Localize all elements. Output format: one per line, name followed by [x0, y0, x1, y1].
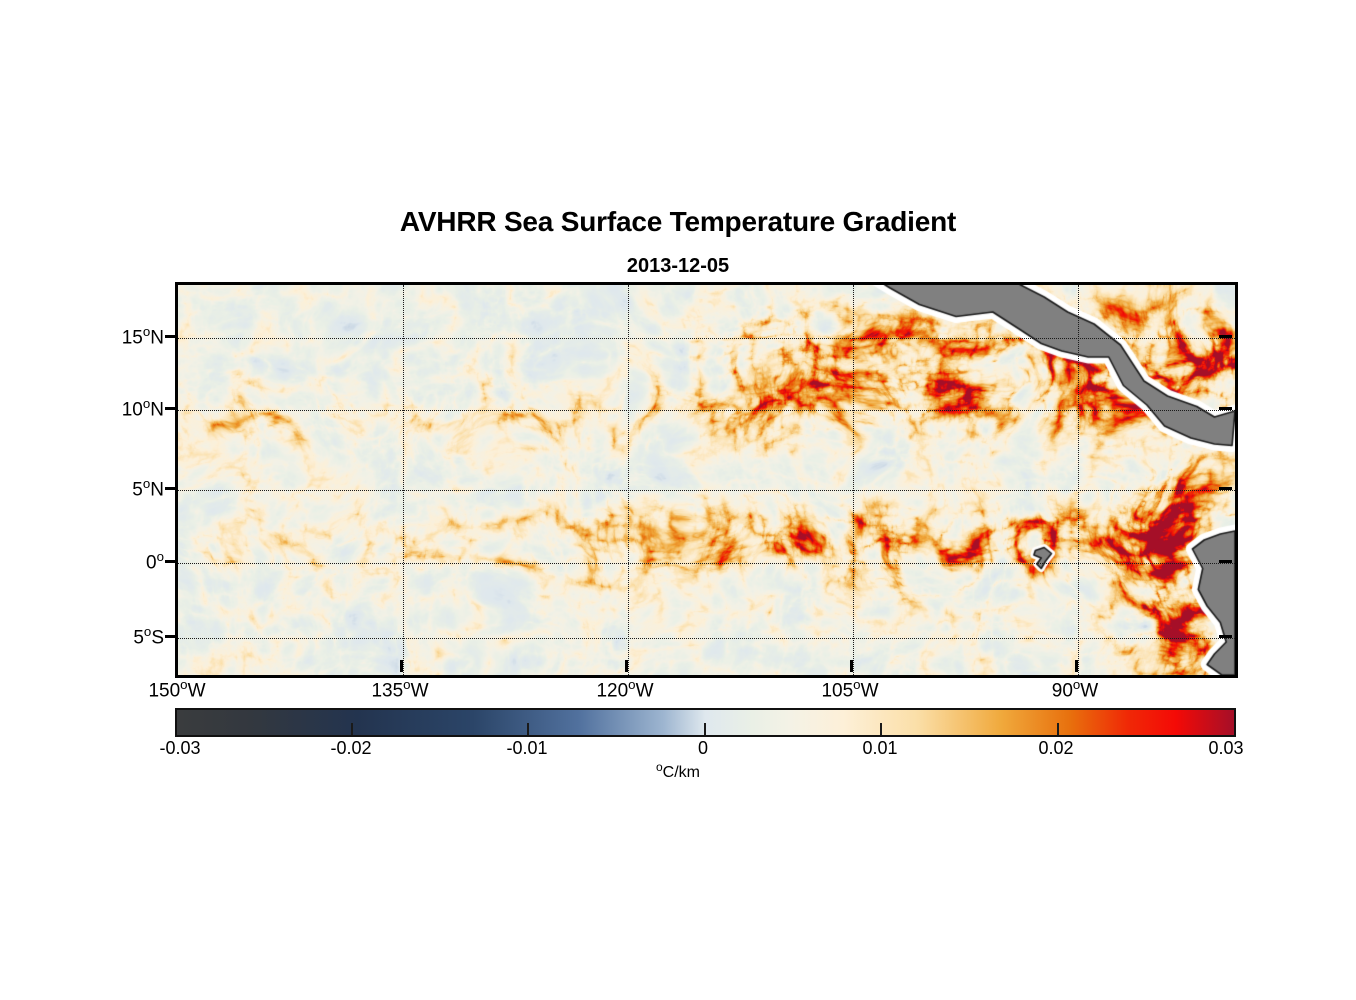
colorbar-tick-0.02	[1057, 723, 1059, 735]
ytick-right-5s	[1219, 635, 1232, 638]
xtick-label-150w: 150oW	[148, 677, 206, 702]
xtick-mark-120w	[625, 660, 628, 672]
ytick-label-15n: 15oN	[121, 324, 164, 349]
xtick-mark-135w	[400, 660, 403, 672]
colorbar-label-0.01: 0.01	[862, 738, 898, 758]
colorbar-label--0.02: -0.02	[330, 738, 372, 758]
ytick-label-10n: 10oN	[121, 396, 164, 421]
colorbar-label-0.02: 0.02	[1038, 738, 1074, 758]
xtick-label-120w: 120oW	[596, 677, 654, 702]
colorbar-label--0.03: -0.03	[159, 738, 201, 758]
ytick-right-0	[1219, 560, 1232, 563]
ytick-mark-10n	[165, 407, 178, 410]
xtick-label-135w: 135oW	[371, 677, 429, 702]
sst-gradient-heatmap	[178, 285, 1235, 675]
colorbar-units-label: oC/km	[655, 760, 700, 781]
ytick-right-5n	[1219, 487, 1232, 490]
ytick-label-0: 0o	[146, 549, 164, 574]
page-title: AVHRR Sea Surface Temperature Gradient	[399, 206, 957, 237]
ytick-label-5n: 5oN	[132, 476, 164, 501]
colorbar-tick-0	[704, 723, 706, 735]
xtick-mark-105w	[850, 660, 853, 672]
xtick-label-90w: 90oW	[1051, 677, 1099, 702]
ytick-mark-5n	[165, 487, 178, 490]
map-plot-area	[175, 282, 1238, 678]
ytick-mark-5s	[165, 635, 178, 638]
colorbar-label-0: 0	[697, 738, 709, 758]
colorbar-tick--0.02	[351, 723, 353, 735]
colorbar	[175, 708, 1236, 737]
xtick-mark-90w	[1075, 660, 1078, 672]
ytick-mark-0	[165, 560, 178, 563]
ytick-right-10n	[1219, 407, 1232, 410]
xtick-label-105w: 105oW	[821, 677, 879, 702]
colorbar-label-0.03: 0.03	[1208, 738, 1244, 758]
ytick-right-15n	[1219, 335, 1232, 338]
colorbar-label--0.01: -0.01	[506, 738, 548, 758]
ytick-label-5s: 5oS	[133, 624, 164, 649]
colorbar-tick-0.01	[880, 723, 882, 735]
ytick-mark-15n	[165, 335, 178, 338]
colorbar-tick--0.01	[527, 723, 529, 735]
figure-subtitle-date: 2013-12-05	[626, 255, 730, 277]
